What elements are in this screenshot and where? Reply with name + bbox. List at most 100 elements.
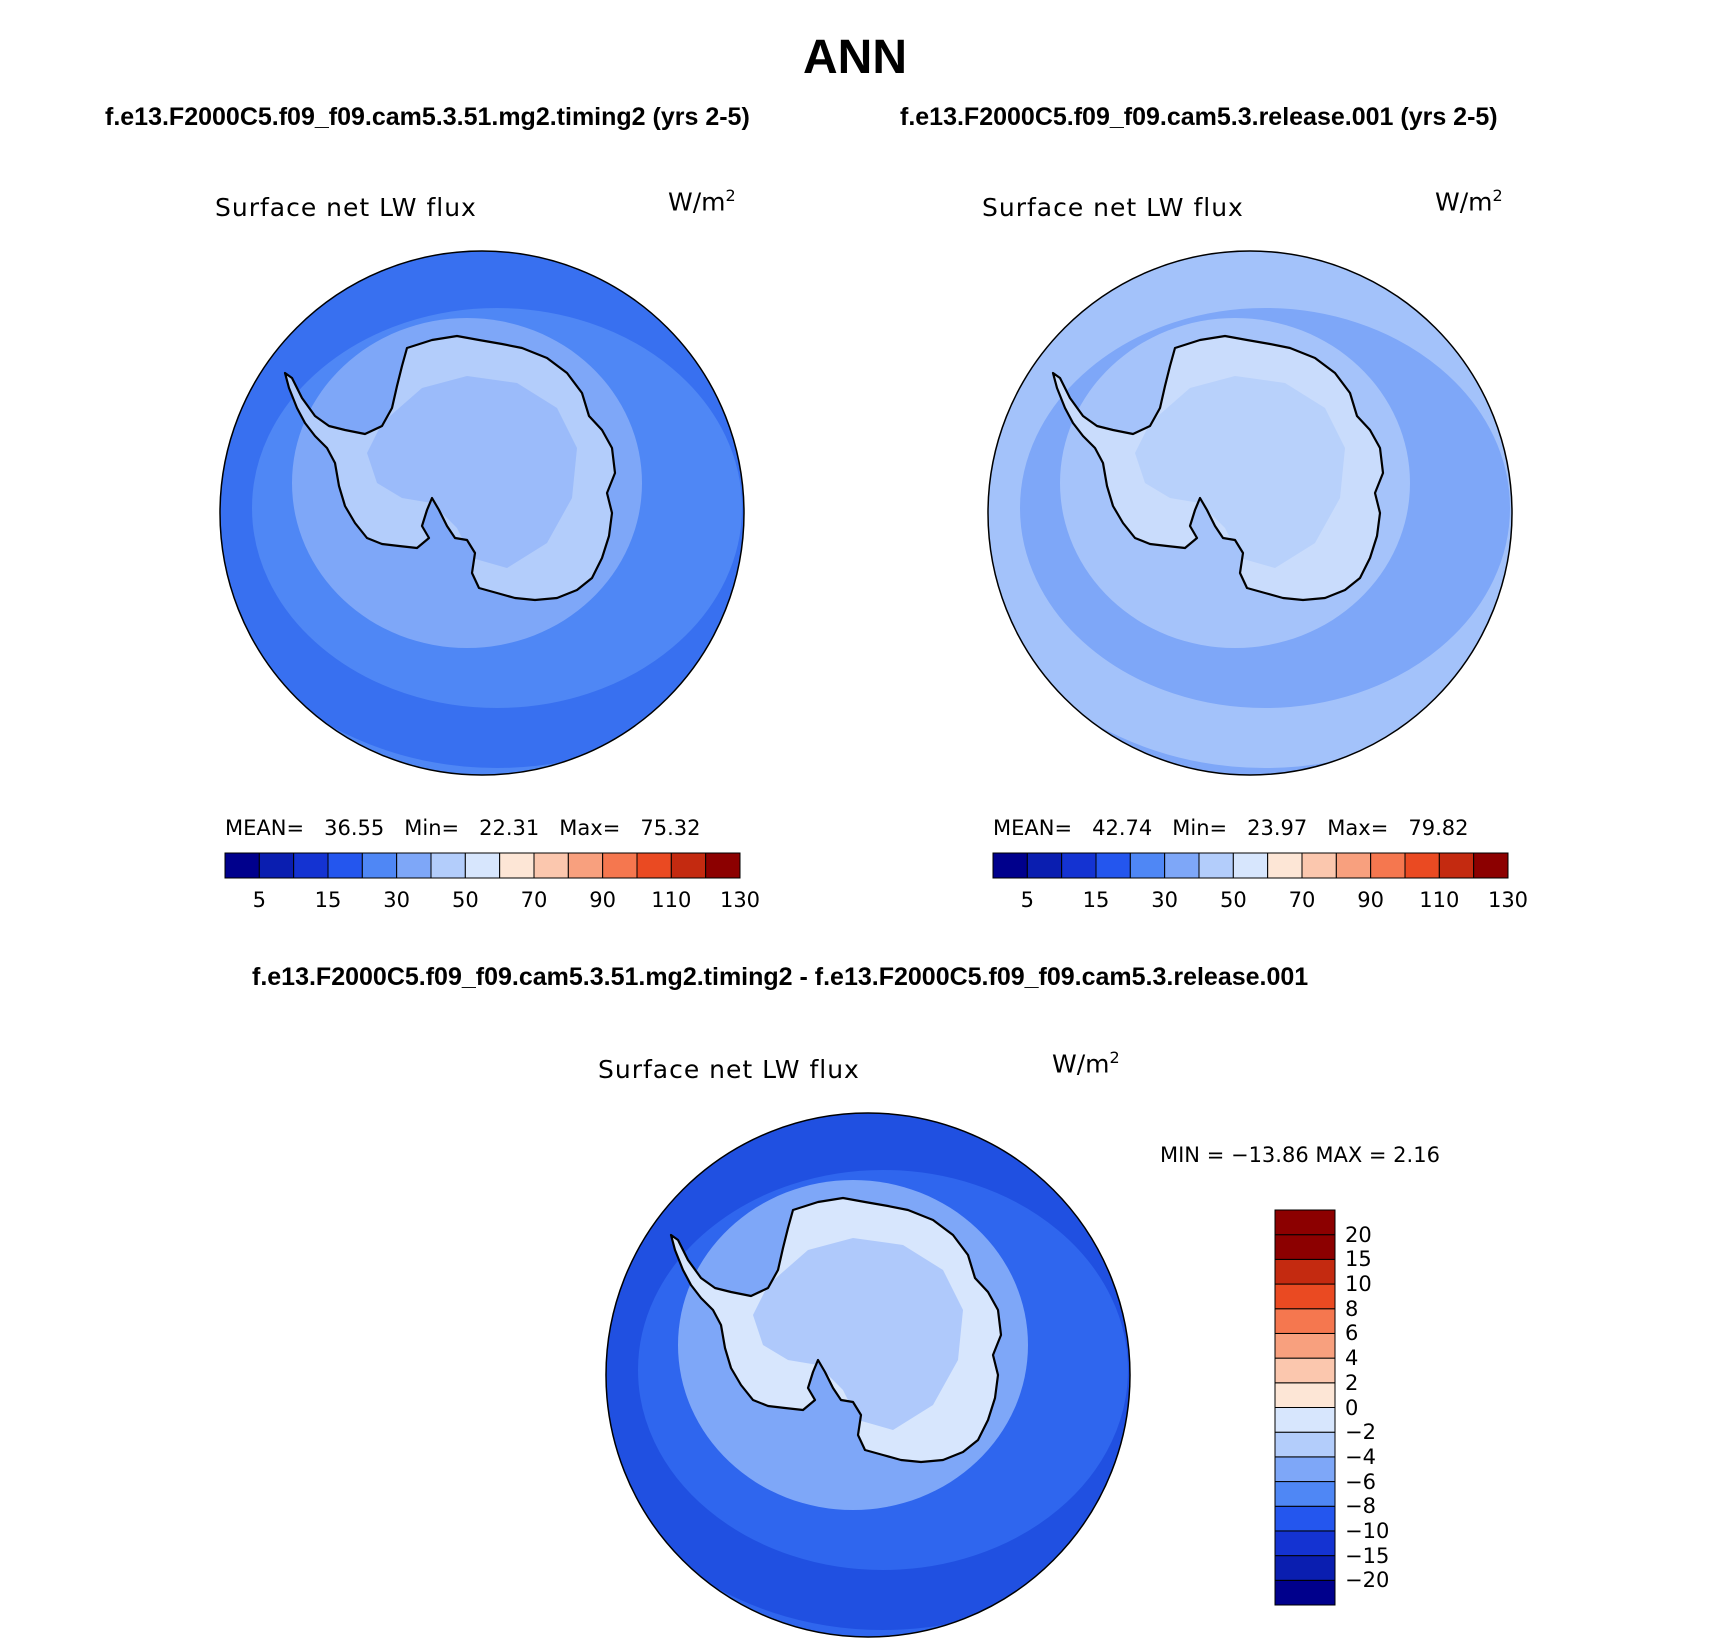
panel2-colorbar-ticks: 5 15 30 50 70 90 110 130 (993, 888, 1528, 914)
colorbar-tick-label: 4 (1345, 1346, 1359, 1371)
panel2-variable-label: Surface net LW flux (982, 193, 1244, 222)
colorbar-tick-label: 50 (1219, 888, 1247, 912)
ice-sheet-field (285, 336, 615, 600)
panel1-mean-value: 36.55 (324, 816, 385, 840)
colorbar-swatch (1274, 1481, 1336, 1507)
panel1-colorbar-ticks: 5 15 30 50 70 90 110 130 (225, 888, 760, 914)
colorbar-swatch (533, 852, 569, 879)
colorbar-swatch (1404, 852, 1440, 879)
colorbar-tick-label: −8 (1345, 1494, 1376, 1519)
colorbar-swatch (1274, 1308, 1336, 1334)
colorbar-tick-label: 15 (1345, 1247, 1372, 1272)
ocean-band (220, 251, 744, 768)
panel3-polar-map (605, 1112, 1131, 1638)
colorbar-swatch (1274, 1579, 1336, 1606)
colorbar-swatch (327, 852, 363, 879)
colorbar-tick-label: 50 (451, 888, 479, 912)
colorbar-swatch (1274, 1431, 1336, 1458)
panel1-min-label: Min= (404, 816, 460, 840)
colorbar-tick-label: 110 (1419, 888, 1460, 912)
ice-sheet-field (1053, 336, 1383, 600)
colorbar-swatch (258, 852, 295, 879)
colorbar-swatch (293, 852, 329, 879)
colorbar-swatch (1274, 1456, 1336, 1483)
colorbar-swatch (1274, 1357, 1336, 1384)
colorbar-tick-label: 70 (1288, 888, 1316, 912)
colorbar-tick-label: 130 (1487, 888, 1529, 912)
panel1-max-label: Max= (559, 816, 621, 840)
ocean-band (606, 1113, 1130, 1630)
colorbar-tick-label: 90 (1357, 888, 1385, 912)
panel3-variable-label: Surface net LW flux (598, 1055, 860, 1084)
colorbar-swatch (1473, 852, 1509, 879)
colorbar-tick-label: 90 (589, 888, 617, 912)
panel2-min-label: Min= (1172, 816, 1228, 840)
colorbar-swatch (1274, 1209, 1336, 1236)
colorbar-swatch (1438, 852, 1475, 879)
interior-field (753, 1238, 963, 1430)
colorbar-swatch (1274, 1555, 1336, 1581)
colorbar-swatch (1274, 1505, 1336, 1532)
panel2-min-value: 23.97 (1247, 816, 1308, 840)
colorbar-swatch (1129, 852, 1166, 879)
colorbar-swatch (499, 852, 535, 879)
panel3-colorbar (1274, 1209, 1336, 1606)
colorbar-tick-label: 0 (1345, 1395, 1359, 1420)
figure-title: ANN (803, 31, 907, 84)
colorbar-swatch (1370, 852, 1406, 879)
coastline (669, 1196, 1003, 1464)
colorbar-tick-label: 130 (719, 888, 761, 912)
colorbar-swatch (464, 852, 501, 879)
colorbar-swatch (1274, 1382, 1336, 1408)
panel1-polar-map (219, 250, 745, 776)
map-border (987, 250, 1513, 776)
colorbar-swatch (1061, 852, 1097, 879)
colorbar-tick-label: 5 (252, 888, 267, 912)
colorbar-swatch (1026, 852, 1063, 879)
coastline (283, 334, 617, 602)
coastline (1051, 334, 1385, 602)
panel1-mean-label: MEAN= (225, 816, 305, 840)
panel3-colorbar-ticks: −20 −15 −10 −8 −6 −4 −2 0 2 4 6 8 10 15 20 (1345, 1210, 1425, 1605)
colorbar-tick-label: −4 (1345, 1444, 1376, 1469)
colorbar-swatch (1274, 1283, 1336, 1310)
colorbar-swatch (636, 852, 672, 879)
colorbar-tick-label: −6 (1345, 1469, 1376, 1494)
colorbar-swatch (1301, 852, 1337, 879)
colorbar-tick-label: 30 (383, 888, 411, 912)
panel2-max-label: Max= (1327, 816, 1389, 840)
colorbar-swatch (1164, 852, 1200, 879)
colorbar-tick-label: −20 (1345, 1568, 1390, 1593)
panel1-variable-label: Surface net LW flux (215, 193, 477, 222)
colorbar-tick-label: 70 (520, 888, 548, 912)
colorbar-tick-label: 5 (1020, 888, 1035, 912)
colorbar-swatch (705, 852, 741, 879)
panel3-units: W/m2 (1052, 1048, 1120, 1079)
panel2-max-value: 79.82 (1408, 816, 1469, 840)
colorbar-tick-label: 20 (1345, 1222, 1372, 1247)
panel2-mean-label: MEAN= (993, 816, 1073, 840)
panel1-units: W/m2 (668, 186, 736, 217)
panel3-stats: MIN = −13.86 MAX = 2.16 (1160, 1143, 1440, 1167)
colorbar-tick-label: −2 (1345, 1420, 1376, 1445)
colorbar-swatch (602, 852, 638, 879)
colorbar-tick-label: 15 (1082, 888, 1110, 912)
colorbar-swatch (1274, 1234, 1336, 1260)
colorbar-swatch (567, 852, 604, 879)
colorbar-swatch (224, 852, 260, 879)
colorbar-swatch (1267, 852, 1303, 879)
colorbar-tick-label: 15 (314, 888, 342, 912)
panel1-stats: MEAN= 36.55 Min= 22.31 Max= 75.32 (225, 816, 700, 840)
panel1-case-title: f.e13.F2000C5.f09_f09.cam5.3.51.mg2.timi… (105, 103, 750, 131)
colorbar-swatch (1274, 1407, 1336, 1433)
panel2-polar-map (987, 250, 1513, 776)
colorbar-swatch (670, 852, 707, 879)
colorbar-swatch (1095, 852, 1131, 879)
ocean-band (988, 251, 1512, 768)
map-border (219, 250, 745, 776)
interior-field (1135, 376, 1345, 568)
colorbar-swatch (1198, 852, 1234, 879)
panel1-max-value: 75.32 (640, 816, 701, 840)
panel2-mean-value: 42.74 (1092, 816, 1153, 840)
colorbar-swatch (430, 852, 466, 879)
